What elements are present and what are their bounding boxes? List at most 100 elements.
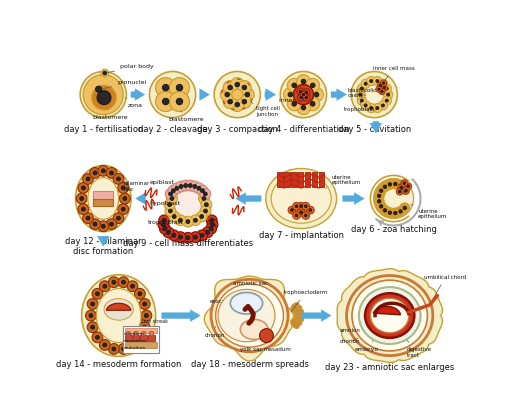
Circle shape bbox=[310, 102, 315, 106]
Circle shape bbox=[145, 314, 148, 317]
Circle shape bbox=[166, 193, 177, 204]
Circle shape bbox=[118, 204, 128, 215]
Circle shape bbox=[292, 102, 296, 106]
Text: trophoectoderm: trophoectoderm bbox=[283, 290, 328, 312]
Text: day 2 - cleavage: day 2 - cleavage bbox=[138, 125, 207, 134]
Circle shape bbox=[361, 101, 370, 110]
Text: day 23 - amniotic sac enlarges: day 23 - amniotic sac enlarges bbox=[325, 363, 454, 372]
Circle shape bbox=[309, 209, 312, 211]
Circle shape bbox=[380, 205, 383, 208]
Circle shape bbox=[293, 202, 301, 210]
Circle shape bbox=[402, 187, 409, 194]
Circle shape bbox=[357, 96, 367, 105]
Circle shape bbox=[403, 188, 407, 191]
Text: inner cell mass: inner cell mass bbox=[373, 66, 414, 83]
Ellipse shape bbox=[211, 280, 288, 352]
Circle shape bbox=[374, 191, 384, 201]
Circle shape bbox=[184, 183, 188, 188]
Circle shape bbox=[304, 205, 307, 208]
Circle shape bbox=[197, 230, 207, 241]
Ellipse shape bbox=[359, 287, 421, 344]
Text: trophoblast: trophoblast bbox=[148, 220, 184, 225]
Circle shape bbox=[109, 277, 119, 287]
Text: polar body: polar body bbox=[108, 64, 154, 72]
Ellipse shape bbox=[291, 302, 300, 312]
Circle shape bbox=[295, 205, 298, 208]
Circle shape bbox=[291, 209, 293, 211]
Circle shape bbox=[403, 182, 406, 185]
Circle shape bbox=[376, 86, 382, 92]
Circle shape bbox=[202, 197, 206, 201]
Circle shape bbox=[112, 280, 116, 284]
Circle shape bbox=[155, 92, 176, 111]
Circle shape bbox=[373, 104, 382, 113]
Bar bbox=[312, 171, 317, 187]
Circle shape bbox=[300, 205, 303, 208]
Circle shape bbox=[98, 166, 109, 176]
Circle shape bbox=[168, 209, 172, 213]
Circle shape bbox=[172, 189, 175, 193]
Circle shape bbox=[141, 332, 146, 336]
Circle shape bbox=[98, 221, 109, 232]
Text: tight cell
junction: tight cell junction bbox=[251, 102, 280, 117]
Circle shape bbox=[193, 235, 197, 239]
Circle shape bbox=[381, 80, 387, 86]
Circle shape bbox=[101, 69, 109, 77]
Ellipse shape bbox=[218, 290, 275, 342]
Circle shape bbox=[122, 347, 125, 351]
Text: yolk sac: yolk sac bbox=[240, 337, 263, 352]
Ellipse shape bbox=[292, 317, 302, 326]
Circle shape bbox=[186, 236, 190, 240]
Circle shape bbox=[297, 202, 305, 210]
Circle shape bbox=[299, 90, 302, 93]
Text: mesoderm: mesoderm bbox=[124, 339, 147, 343]
Circle shape bbox=[162, 98, 169, 105]
Circle shape bbox=[201, 189, 204, 193]
Circle shape bbox=[287, 78, 301, 92]
Circle shape bbox=[131, 284, 135, 288]
Ellipse shape bbox=[271, 174, 331, 223]
Text: trophoblast: trophoblast bbox=[344, 102, 375, 112]
Circle shape bbox=[78, 183, 89, 193]
Ellipse shape bbox=[172, 191, 204, 218]
Circle shape bbox=[141, 310, 152, 321]
Circle shape bbox=[204, 209, 207, 213]
Circle shape bbox=[160, 223, 170, 234]
Circle shape bbox=[127, 339, 138, 350]
Circle shape bbox=[400, 203, 410, 213]
Bar bbox=[284, 171, 290, 187]
Circle shape bbox=[176, 181, 187, 192]
Circle shape bbox=[361, 79, 370, 88]
Circle shape bbox=[80, 197, 84, 201]
Circle shape bbox=[185, 180, 196, 191]
Circle shape bbox=[309, 88, 323, 102]
Circle shape bbox=[378, 200, 381, 203]
Circle shape bbox=[405, 189, 407, 192]
Circle shape bbox=[379, 101, 387, 110]
Bar bbox=[319, 171, 324, 187]
Ellipse shape bbox=[293, 312, 304, 319]
Circle shape bbox=[407, 185, 410, 188]
Bar bbox=[123, 326, 159, 352]
Bar bbox=[133, 335, 139, 341]
Text: zona: zona bbox=[125, 98, 143, 108]
Circle shape bbox=[199, 193, 210, 204]
Circle shape bbox=[373, 77, 382, 86]
Circle shape bbox=[367, 104, 376, 113]
Circle shape bbox=[396, 206, 406, 216]
Circle shape bbox=[382, 96, 392, 105]
Circle shape bbox=[385, 87, 388, 90]
Circle shape bbox=[394, 211, 397, 215]
Circle shape bbox=[110, 222, 113, 226]
Circle shape bbox=[388, 211, 392, 214]
Circle shape bbox=[116, 216, 121, 220]
Circle shape bbox=[287, 97, 301, 111]
Ellipse shape bbox=[352, 280, 427, 351]
Circle shape bbox=[242, 85, 246, 90]
Circle shape bbox=[123, 197, 127, 201]
Bar bbox=[291, 171, 296, 187]
Circle shape bbox=[97, 91, 111, 104]
Text: endoderm: endoderm bbox=[124, 346, 147, 350]
Circle shape bbox=[170, 92, 189, 111]
Circle shape bbox=[167, 203, 172, 207]
